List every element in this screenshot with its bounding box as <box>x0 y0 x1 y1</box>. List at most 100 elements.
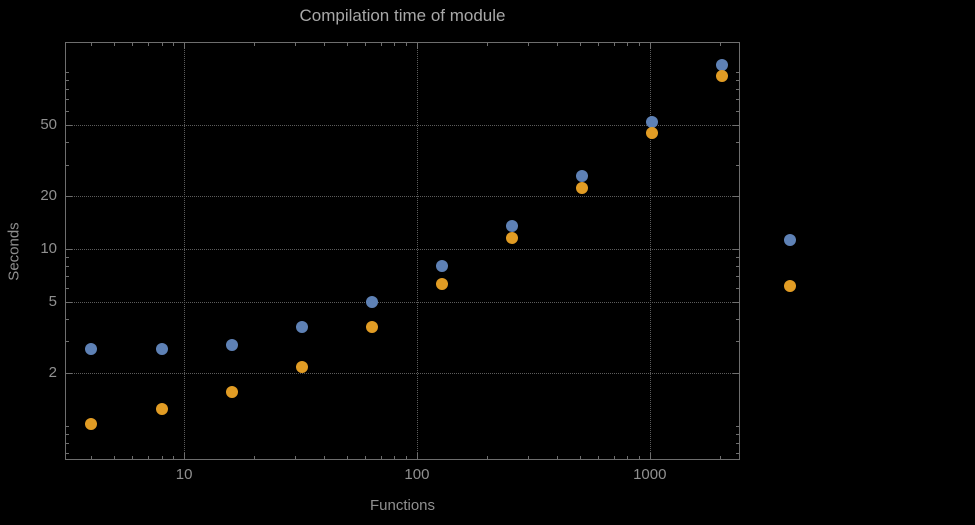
y-tick-label: 20 <box>40 186 57 204</box>
data-point-orange <box>716 70 729 83</box>
tick-mark <box>639 456 641 459</box>
data-point-blue <box>225 339 238 352</box>
tick-mark <box>380 456 382 459</box>
x-tick-label: 10 <box>175 466 193 483</box>
tick-mark <box>66 433 69 435</box>
tick-mark <box>380 43 382 46</box>
tick-mark <box>66 276 69 278</box>
tick-mark <box>627 43 629 46</box>
tick-mark <box>66 195 72 197</box>
x-tick-label: 100 <box>404 466 430 483</box>
tick-mark <box>736 442 739 444</box>
tick-mark <box>613 43 615 46</box>
tick-mark <box>66 302 72 304</box>
tick-mark <box>66 72 69 74</box>
tick-mark <box>736 266 739 268</box>
tick-mark <box>148 43 150 46</box>
tick-mark <box>394 456 396 459</box>
data-point-orange <box>155 402 168 415</box>
gridline-y <box>66 195 739 197</box>
data-point-blue <box>435 260 448 273</box>
tick-mark <box>173 43 175 46</box>
tick-mark <box>66 125 72 127</box>
legend-marker-orange <box>784 279 796 292</box>
gridline-y <box>66 125 739 127</box>
tick-mark <box>394 43 396 46</box>
tick-mark <box>91 43 93 46</box>
tick-mark <box>66 453 69 455</box>
tick-mark <box>66 288 69 290</box>
gridline-x <box>184 43 186 459</box>
tick-mark <box>598 43 600 46</box>
tick-mark <box>324 43 326 46</box>
tick-mark <box>91 456 93 459</box>
data-point-blue <box>155 343 168 356</box>
tick-mark <box>598 456 600 459</box>
tick-mark <box>132 456 134 459</box>
y-tick-label: 50 <box>40 116 57 134</box>
tick-mark <box>736 257 739 258</box>
tick-mark <box>736 80 739 82</box>
tick-mark <box>736 99 739 101</box>
tick-mark <box>579 456 581 459</box>
data-point-orange <box>576 182 589 195</box>
tick-mark <box>406 456 408 459</box>
plot-area <box>65 42 740 460</box>
tick-mark <box>295 456 297 459</box>
tick-mark <box>557 43 559 46</box>
tick-mark <box>66 89 69 91</box>
tick-mark <box>173 456 175 459</box>
tick-mark <box>346 456 348 459</box>
tick-mark <box>733 125 739 127</box>
data-point-orange <box>365 321 378 334</box>
chart-title: Compilation time of module <box>299 6 506 25</box>
y-tick-label: 5 <box>48 293 57 311</box>
tick-mark <box>66 425 69 427</box>
y-tick-label: 2 <box>48 363 57 381</box>
tick-mark <box>254 456 256 459</box>
data-point-orange <box>85 418 98 431</box>
gridline-x <box>649 43 651 459</box>
tick-mark <box>184 453 186 459</box>
data-point-blue <box>295 321 308 334</box>
data-point-orange <box>295 360 308 373</box>
data-point-orange <box>435 278 448 291</box>
tick-mark <box>579 43 581 46</box>
tick-mark <box>148 456 150 459</box>
tick-mark <box>528 456 530 459</box>
tick-mark <box>733 302 739 304</box>
tick-mark <box>346 43 348 46</box>
tick-mark <box>365 456 367 459</box>
tick-mark <box>487 456 489 459</box>
tick-mark <box>736 453 739 455</box>
legend-marker-blue <box>784 233 796 246</box>
data-point-blue <box>506 219 518 232</box>
data-point-blue <box>576 169 589 182</box>
tick-mark <box>649 453 651 459</box>
data-point-orange <box>225 386 238 399</box>
tick-mark <box>528 43 530 46</box>
data-point-blue <box>646 116 659 129</box>
tick-mark <box>736 319 739 321</box>
data-point-orange <box>646 127 659 140</box>
x-tick-label: 1000 <box>633 466 667 483</box>
tick-mark <box>161 43 163 46</box>
gridline-y <box>66 372 739 374</box>
data-point-blue <box>85 343 98 356</box>
tick-mark <box>736 111 739 113</box>
tick-mark <box>184 43 186 49</box>
tick-mark <box>649 43 651 49</box>
tick-mark <box>66 442 69 444</box>
tick-mark <box>66 341 69 343</box>
tick-mark <box>736 341 739 343</box>
tick-mark <box>736 425 739 427</box>
gridline-y <box>66 302 739 304</box>
tick-mark <box>736 288 739 290</box>
data-point-blue <box>365 296 378 309</box>
tick-mark <box>365 43 367 46</box>
tick-mark <box>113 456 115 459</box>
tick-mark <box>736 433 739 435</box>
tick-mark <box>66 164 69 166</box>
tick-mark <box>736 72 739 74</box>
tick-mark <box>487 43 489 46</box>
